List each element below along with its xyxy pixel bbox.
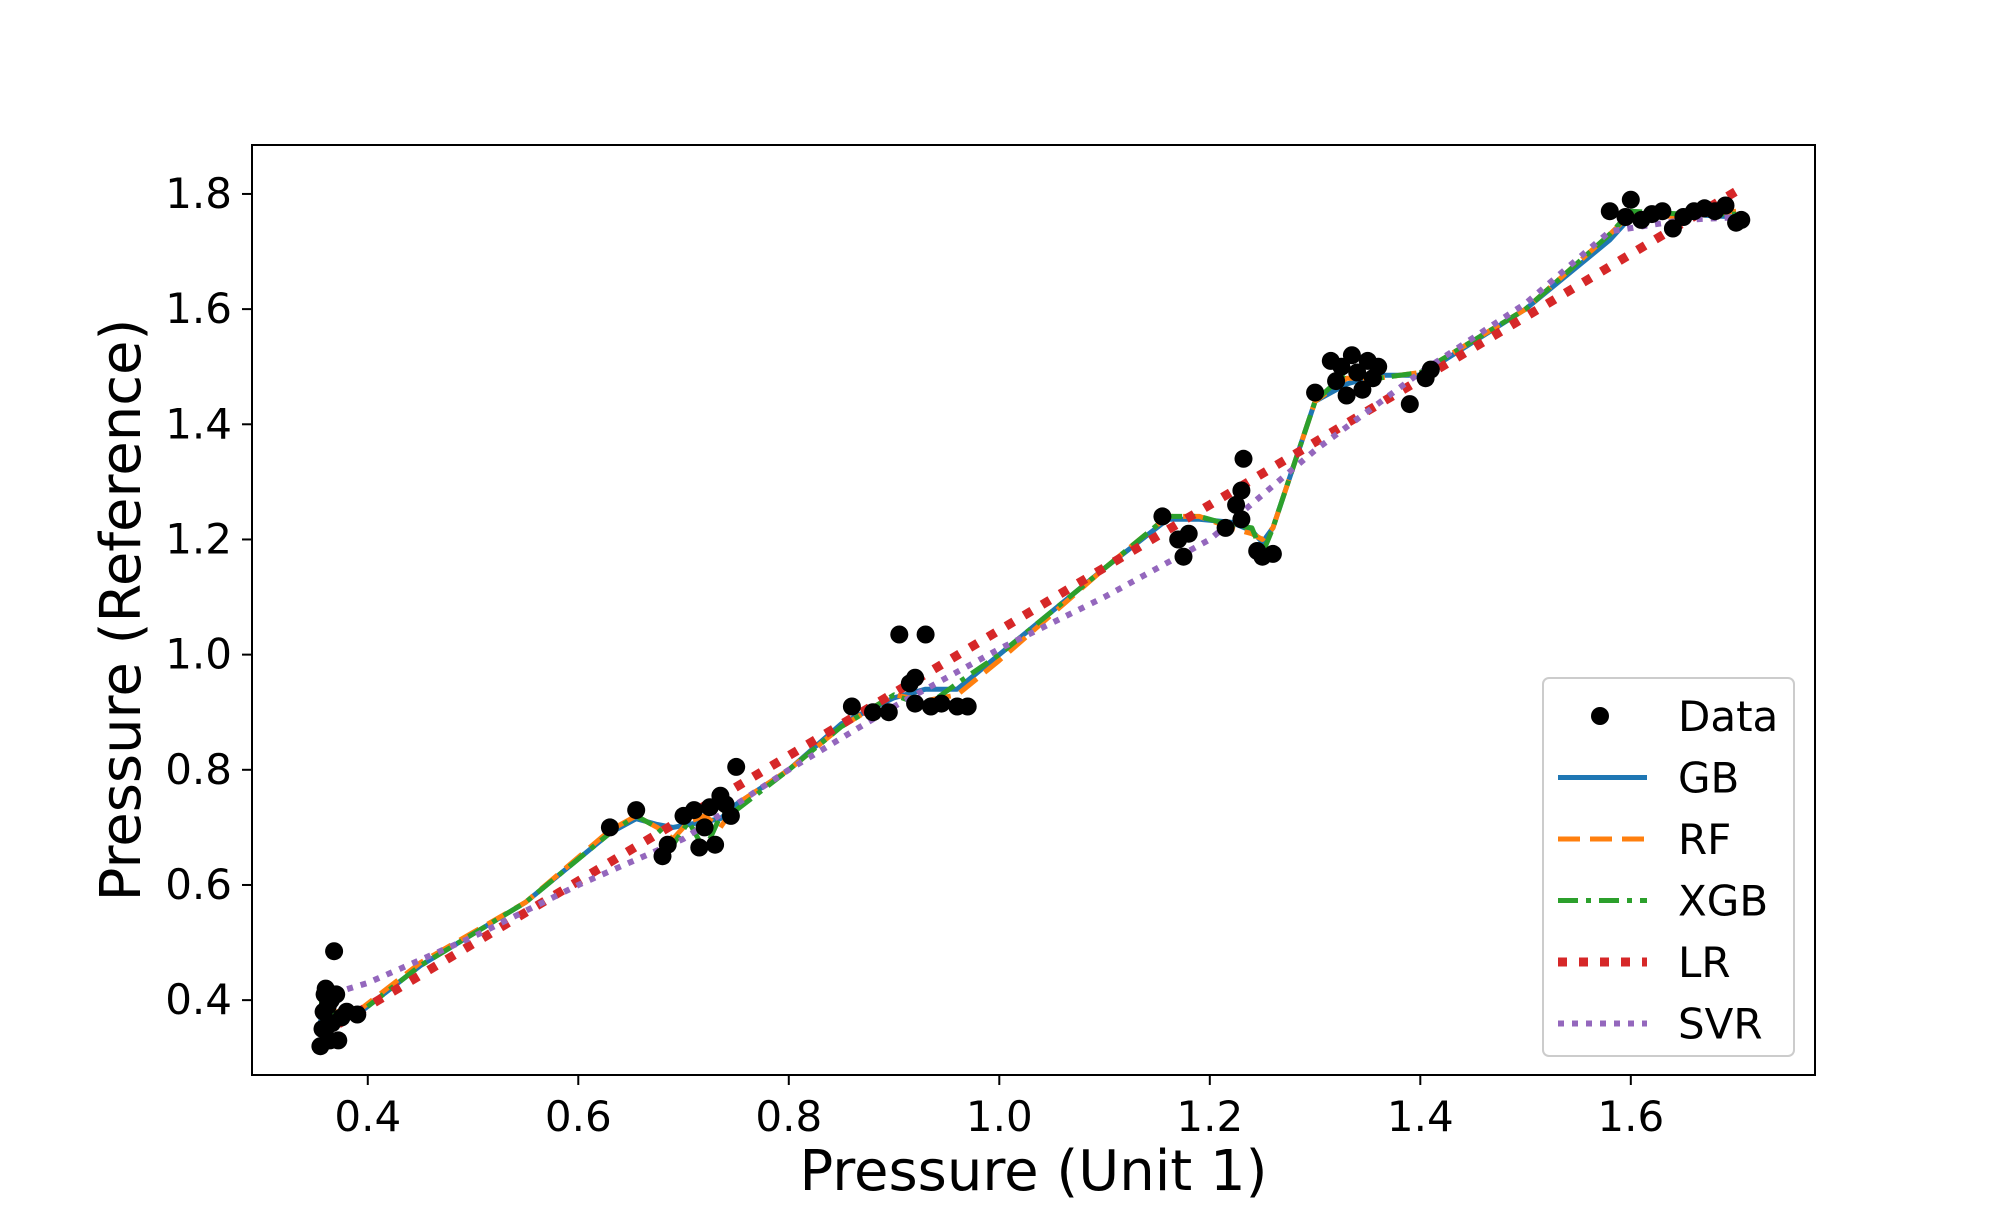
- x-axis-label: Pressure (Unit 1): [799, 1139, 1267, 1201]
- x-tick-label: 0.6: [545, 1092, 612, 1141]
- y-axis: 0.4 0.6 0.8 1.0 1.2 1.4 1.6 1.8: [165, 169, 252, 1024]
- x-tick-label: 0.8: [755, 1092, 822, 1141]
- legend-label-rf: RF: [1678, 815, 1731, 864]
- data-point: [348, 1005, 367, 1024]
- y-tick-label: 1.4: [165, 399, 232, 448]
- data-point: [842, 697, 861, 716]
- data-point: [1337, 386, 1356, 405]
- data-point: [1306, 383, 1325, 402]
- data-point: [1232, 510, 1251, 529]
- data-point: [721, 806, 740, 825]
- data-point: [906, 694, 925, 713]
- y-axis-label: Pressure (Reference): [89, 319, 154, 902]
- data-point: [1653, 202, 1672, 221]
- data-point: [1234, 449, 1253, 468]
- x-tick-label: 1.0: [966, 1092, 1033, 1141]
- data-point: [706, 835, 725, 854]
- data-point: [1716, 196, 1735, 215]
- data-point: [321, 991, 340, 1010]
- data-point: [685, 801, 704, 820]
- data-point: [600, 818, 619, 837]
- data-point: [727, 757, 746, 776]
- data-point: [1227, 495, 1246, 514]
- data-point: [1663, 219, 1682, 238]
- legend: Data GB RF XGB LR SVR: [1542, 677, 1795, 1057]
- y-tick-label: 1.2: [165, 514, 232, 563]
- x-tick-label: 1.6: [1597, 1092, 1664, 1141]
- y-tick-label: 0.6: [165, 860, 232, 909]
- data-point: [1332, 357, 1351, 376]
- data-point: [700, 798, 719, 817]
- data-point: [1400, 395, 1419, 414]
- data-point: [1348, 363, 1367, 382]
- plot-frame: [251, 144, 1816, 1076]
- data-point: [1174, 547, 1193, 566]
- x-axis: 0.4 0.6 0.8 1.0 1.2 1.4 1.6: [334, 1075, 1664, 1141]
- x-tick-label: 1.2: [1176, 1092, 1243, 1141]
- data-point: [690, 838, 709, 857]
- legend-marker-data: [1591, 707, 1609, 725]
- data-point: [890, 625, 909, 644]
- y-tick-label: 1.0: [165, 630, 232, 679]
- data-point: [1232, 481, 1251, 500]
- data-point: [325, 942, 344, 961]
- y-tick-label: 1.6: [165, 284, 232, 333]
- data-point: [329, 1031, 348, 1050]
- data-point: [627, 801, 646, 820]
- data-point: [1732, 210, 1751, 229]
- data-point: [879, 703, 898, 722]
- data-point: [1216, 518, 1235, 537]
- data-point: [1342, 346, 1361, 365]
- data-point: [1263, 544, 1282, 563]
- series-line-lr: [318, 184, 1744, 1039]
- data-point: [1369, 357, 1388, 376]
- data-point: [932, 694, 951, 713]
- x-tick-label: 0.4: [334, 1092, 401, 1141]
- data-point: [1421, 360, 1440, 379]
- legend-label-lr: LR: [1678, 938, 1731, 987]
- data-point: [1621, 190, 1640, 209]
- legend-label-data: Data: [1678, 692, 1778, 741]
- data-point: [658, 835, 677, 854]
- data-point: [906, 668, 925, 687]
- legend-label-svr: SVR: [1678, 1000, 1763, 1049]
- data-point: [958, 697, 977, 716]
- scatter-layer: [311, 190, 1751, 1056]
- legend-label-xgb: XGB: [1678, 877, 1768, 926]
- y-tick-label: 0.4: [165, 975, 232, 1024]
- data-point: [1353, 380, 1372, 399]
- data-point: [1616, 208, 1635, 226]
- legend-label-gb: GB: [1678, 754, 1739, 803]
- y-tick-label: 1.8: [165, 169, 232, 218]
- data-point: [1153, 507, 1172, 526]
- x-tick-label: 1.4: [1387, 1092, 1454, 1141]
- y-tick-label: 0.8: [165, 745, 232, 794]
- data-point: [1179, 524, 1198, 543]
- data-point: [695, 818, 714, 837]
- data-point: [916, 625, 935, 644]
- data-point: [1600, 202, 1619, 221]
- data-point: [1327, 372, 1346, 391]
- data-point: [864, 703, 882, 722]
